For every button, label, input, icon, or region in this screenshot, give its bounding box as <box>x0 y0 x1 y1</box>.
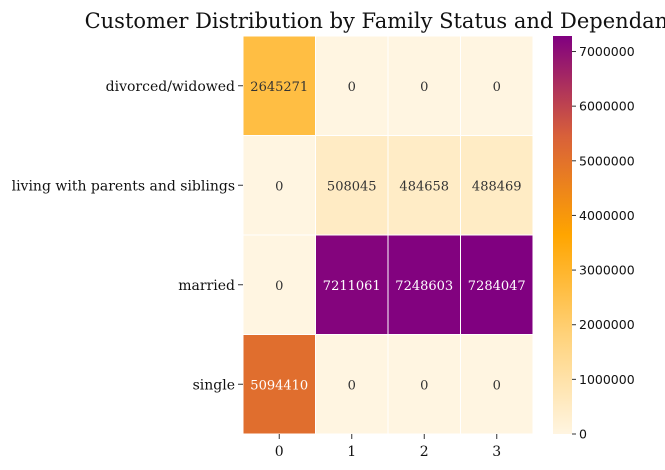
cell-value-label: 7248603 <box>395 279 453 294</box>
colorbar <box>553 36 572 434</box>
cell-value-label: 0 <box>275 179 283 194</box>
column-label: 1 <box>347 444 356 460</box>
column-label: 3 <box>492 444 501 460</box>
cell-value-label: 0 <box>348 80 356 95</box>
colorbar-tick-label: 3000000 <box>579 263 635 278</box>
heatmap-cell <box>460 35 534 136</box>
heatmap-cell <box>460 234 534 335</box>
heatmap-cells: 2645271 0 0 0 0 508045 484658 488469 0 7211061 724… <box>242 35 534 435</box>
cell-value-label: 484658 <box>399 179 449 194</box>
cell-value-label: 0 <box>275 279 283 294</box>
cell-value-label: 508045 <box>327 179 377 194</box>
heatmap-cell <box>460 135 534 236</box>
heatmap-cell <box>460 334 534 435</box>
colorbar-tick-label: 2000000 <box>579 317 635 332</box>
cell-value-label: 0 <box>348 378 356 393</box>
colorbar-tick-label: 5000000 <box>579 153 635 168</box>
column-label: 0 <box>275 444 284 460</box>
chart-title: Customer Distribution by Family Status a… <box>85 9 665 33</box>
row-label: married <box>178 278 235 294</box>
cell-value-label: 5094410 <box>250 378 308 393</box>
colorbar-tick-label: 7000000 <box>579 44 635 59</box>
row-labels: divorced/widowed living with parents and … <box>12 79 243 393</box>
heatmap-cell <box>242 135 316 236</box>
cell-value-label: 488469 <box>472 179 522 194</box>
cell-value-label: 0 <box>420 378 428 393</box>
heatmap-cell <box>315 135 389 236</box>
cell-value-label: 7211061 <box>323 279 381 294</box>
cell-value-label: 0 <box>493 80 501 95</box>
heatmap-cell <box>315 334 389 435</box>
heatmap-cell <box>315 234 389 335</box>
cell-value-label: 0 <box>420 80 428 95</box>
row-label: single <box>193 377 235 393</box>
colorbar-tick-label: 6000000 <box>579 99 635 114</box>
column-labels: 0 1 2 3 <box>275 434 501 460</box>
cell-value-label: 2645271 <box>250 80 308 95</box>
cell-value-label: 0 <box>493 378 501 393</box>
colorbar-ticks: 0 1000000 2000000 3000000 4000000 5000000 6000… <box>572 44 635 442</box>
heatmap-cell <box>242 35 316 136</box>
heatmap-cell <box>315 35 389 136</box>
column-label: 2 <box>420 444 429 460</box>
row-label: divorced/widowed <box>106 79 235 95</box>
colorbar-tick-label: 0 <box>579 427 587 442</box>
colorbar-tick-label: 4000000 <box>579 208 635 223</box>
cell-value-label: 7284047 <box>468 279 526 294</box>
row-label: living with parents and siblings <box>12 178 235 194</box>
heatmap-cell <box>242 334 316 435</box>
colorbar-tick-label: 1000000 <box>579 372 635 387</box>
heatmap-cell <box>387 35 461 136</box>
